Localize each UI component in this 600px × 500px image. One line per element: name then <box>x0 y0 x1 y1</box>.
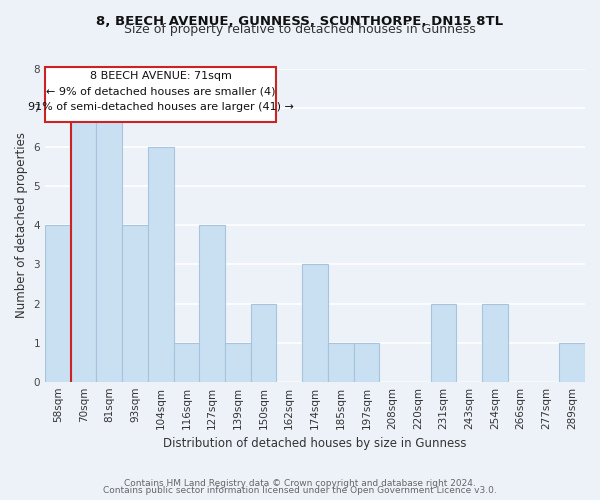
Bar <box>328 342 353 382</box>
Bar <box>431 304 457 382</box>
Bar <box>173 342 199 382</box>
Text: Size of property relative to detached houses in Gunness: Size of property relative to detached ho… <box>124 22 476 36</box>
Y-axis label: Number of detached properties: Number of detached properties <box>15 132 28 318</box>
Bar <box>302 264 328 382</box>
X-axis label: Distribution of detached houses by size in Gunness: Distribution of detached houses by size … <box>163 437 467 450</box>
Text: ← 9% of detached houses are smaller (4): ← 9% of detached houses are smaller (4) <box>46 86 275 97</box>
Text: Contains public sector information licensed under the Open Government Licence v3: Contains public sector information licen… <box>103 486 497 495</box>
Bar <box>97 108 122 382</box>
Bar <box>45 226 71 382</box>
Bar <box>353 342 379 382</box>
Bar <box>559 342 585 382</box>
Text: 8 BEECH AVENUE: 71sqm: 8 BEECH AVENUE: 71sqm <box>90 70 232 81</box>
FancyBboxPatch shape <box>45 67 277 122</box>
Text: 91% of semi-detached houses are larger (41) →: 91% of semi-detached houses are larger (… <box>28 102 293 112</box>
Bar <box>482 304 508 382</box>
Text: 8, BEECH AVENUE, GUNNESS, SCUNTHORPE, DN15 8TL: 8, BEECH AVENUE, GUNNESS, SCUNTHORPE, DN… <box>97 15 503 28</box>
Bar <box>148 147 173 382</box>
Text: Contains HM Land Registry data © Crown copyright and database right 2024.: Contains HM Land Registry data © Crown c… <box>124 478 476 488</box>
Bar <box>251 304 277 382</box>
Bar <box>199 226 225 382</box>
Bar <box>225 342 251 382</box>
Bar <box>71 108 97 382</box>
Bar <box>122 226 148 382</box>
